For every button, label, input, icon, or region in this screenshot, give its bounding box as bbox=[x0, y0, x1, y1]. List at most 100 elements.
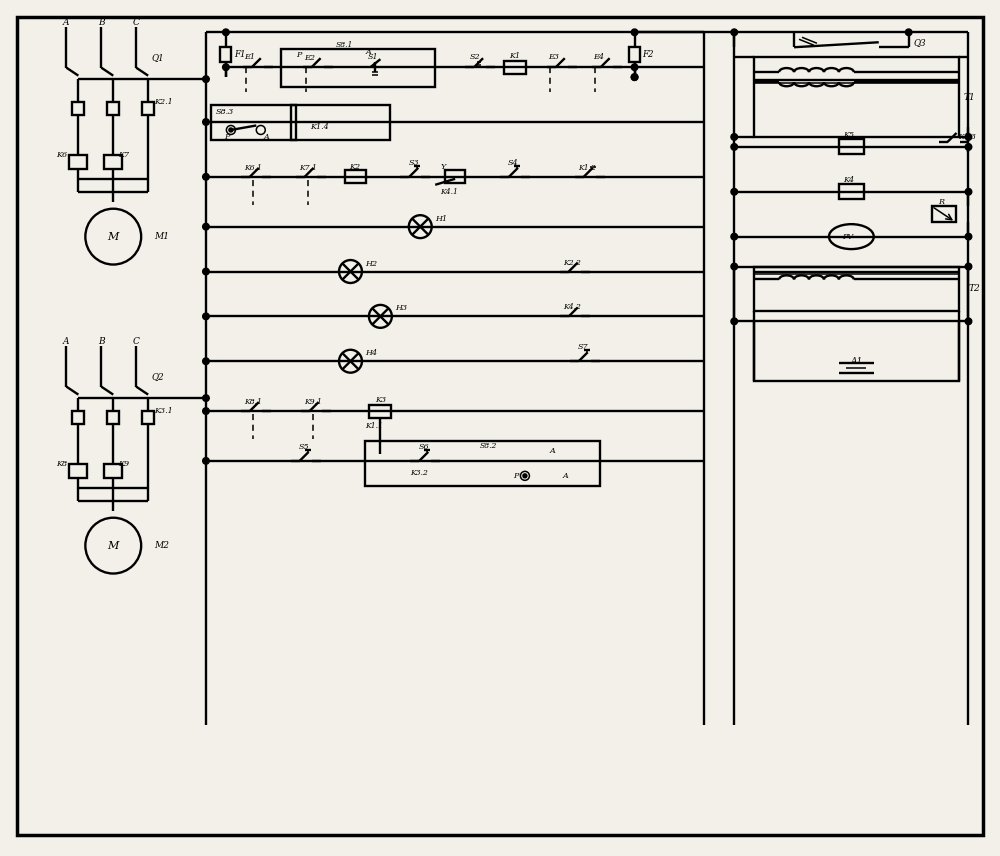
Text: E4: E4 bbox=[593, 53, 604, 62]
Bar bbox=[345, 170, 366, 183]
Bar bbox=[104, 464, 122, 478]
Text: K7.1: K7.1 bbox=[299, 163, 317, 172]
Text: M: M bbox=[108, 541, 119, 550]
Text: A: A bbox=[563, 472, 569, 480]
Circle shape bbox=[731, 144, 738, 150]
Circle shape bbox=[203, 223, 209, 230]
Circle shape bbox=[731, 188, 738, 195]
Bar bbox=[107, 411, 119, 424]
Text: S5: S5 bbox=[299, 443, 309, 451]
Text: C: C bbox=[133, 18, 140, 27]
Text: A: A bbox=[365, 48, 371, 56]
Text: S6: S6 bbox=[418, 443, 429, 451]
Bar bbox=[142, 411, 154, 424]
Circle shape bbox=[203, 407, 209, 414]
Bar bbox=[107, 102, 119, 115]
Circle shape bbox=[631, 74, 638, 80]
Text: K5: K5 bbox=[843, 131, 855, 139]
Text: K1.2: K1.2 bbox=[578, 163, 596, 172]
Text: F1: F1 bbox=[234, 50, 245, 59]
Bar bbox=[72, 102, 84, 115]
Text: A: A bbox=[63, 18, 70, 27]
Text: F2: F2 bbox=[643, 50, 654, 59]
Text: PV: PV bbox=[842, 233, 854, 241]
Text: H2: H2 bbox=[365, 259, 378, 268]
Circle shape bbox=[203, 395, 209, 401]
Circle shape bbox=[631, 74, 638, 80]
Text: E1: E1 bbox=[244, 53, 255, 62]
Text: E2: E2 bbox=[304, 54, 315, 62]
Circle shape bbox=[965, 188, 972, 195]
Text: S8.1: S8.1 bbox=[336, 41, 353, 50]
Text: Y: Y bbox=[440, 163, 445, 171]
Text: M2: M2 bbox=[154, 541, 169, 550]
Text: K7: K7 bbox=[118, 151, 129, 159]
Bar bbox=[72, 411, 84, 424]
Bar bbox=[291, 105, 390, 140]
Text: T2: T2 bbox=[968, 284, 980, 294]
Text: A: A bbox=[550, 447, 556, 455]
Circle shape bbox=[223, 64, 229, 70]
Circle shape bbox=[965, 318, 972, 324]
Circle shape bbox=[731, 134, 738, 140]
Text: K6.1: K6.1 bbox=[244, 163, 262, 172]
Text: Q2: Q2 bbox=[151, 372, 164, 381]
Text: A: A bbox=[63, 336, 70, 346]
Text: K8.1: K8.1 bbox=[244, 398, 262, 406]
Text: S4: S4 bbox=[508, 159, 519, 167]
Text: H3: H3 bbox=[395, 305, 407, 312]
Text: M: M bbox=[108, 232, 119, 241]
Bar bbox=[211, 105, 296, 140]
Text: C: C bbox=[133, 336, 140, 346]
Text: K1.4: K1.4 bbox=[311, 123, 329, 131]
Bar bbox=[754, 57, 959, 137]
Text: K3: K3 bbox=[375, 396, 387, 404]
Circle shape bbox=[731, 234, 738, 240]
Circle shape bbox=[203, 174, 209, 180]
Circle shape bbox=[203, 268, 209, 275]
Text: P: P bbox=[513, 472, 518, 480]
Text: S7: S7 bbox=[578, 343, 588, 351]
Circle shape bbox=[965, 134, 972, 140]
Circle shape bbox=[631, 29, 638, 36]
Bar bbox=[220, 47, 231, 62]
Bar bbox=[629, 47, 640, 62]
Text: K9.1: K9.1 bbox=[304, 398, 322, 406]
Circle shape bbox=[965, 234, 972, 240]
Bar bbox=[754, 321, 959, 381]
Text: K2.1: K2.1 bbox=[154, 98, 173, 106]
Text: R: R bbox=[939, 199, 945, 206]
Text: Q3: Q3 bbox=[914, 38, 926, 47]
Bar bbox=[69, 464, 87, 478]
Bar bbox=[754, 266, 959, 312]
Text: K2: K2 bbox=[349, 163, 361, 171]
Text: K1: K1 bbox=[509, 52, 520, 60]
Text: H4: H4 bbox=[365, 349, 378, 357]
Text: S3: S3 bbox=[408, 159, 419, 167]
Circle shape bbox=[203, 458, 209, 464]
Bar bbox=[369, 405, 391, 418]
Text: P: P bbox=[296, 51, 301, 59]
Text: K1.1: K1.1 bbox=[365, 422, 383, 430]
Text: B: B bbox=[98, 18, 105, 27]
Circle shape bbox=[223, 29, 229, 36]
Text: Q1: Q1 bbox=[151, 53, 164, 62]
Circle shape bbox=[203, 358, 209, 365]
Circle shape bbox=[203, 76, 209, 82]
Circle shape bbox=[731, 29, 738, 36]
Bar bbox=[839, 140, 864, 154]
Circle shape bbox=[229, 128, 233, 132]
Text: E3: E3 bbox=[548, 53, 559, 62]
Text: K4: K4 bbox=[843, 175, 855, 184]
Circle shape bbox=[631, 64, 638, 70]
Circle shape bbox=[965, 264, 972, 270]
Text: K2.2: K2.2 bbox=[563, 259, 581, 266]
Bar bbox=[504, 61, 526, 74]
Bar bbox=[445, 170, 465, 183]
Circle shape bbox=[905, 29, 912, 36]
Circle shape bbox=[731, 264, 738, 270]
Bar bbox=[281, 50, 435, 87]
Circle shape bbox=[523, 474, 527, 478]
Text: K9: K9 bbox=[118, 460, 129, 468]
Text: H1: H1 bbox=[435, 215, 447, 223]
